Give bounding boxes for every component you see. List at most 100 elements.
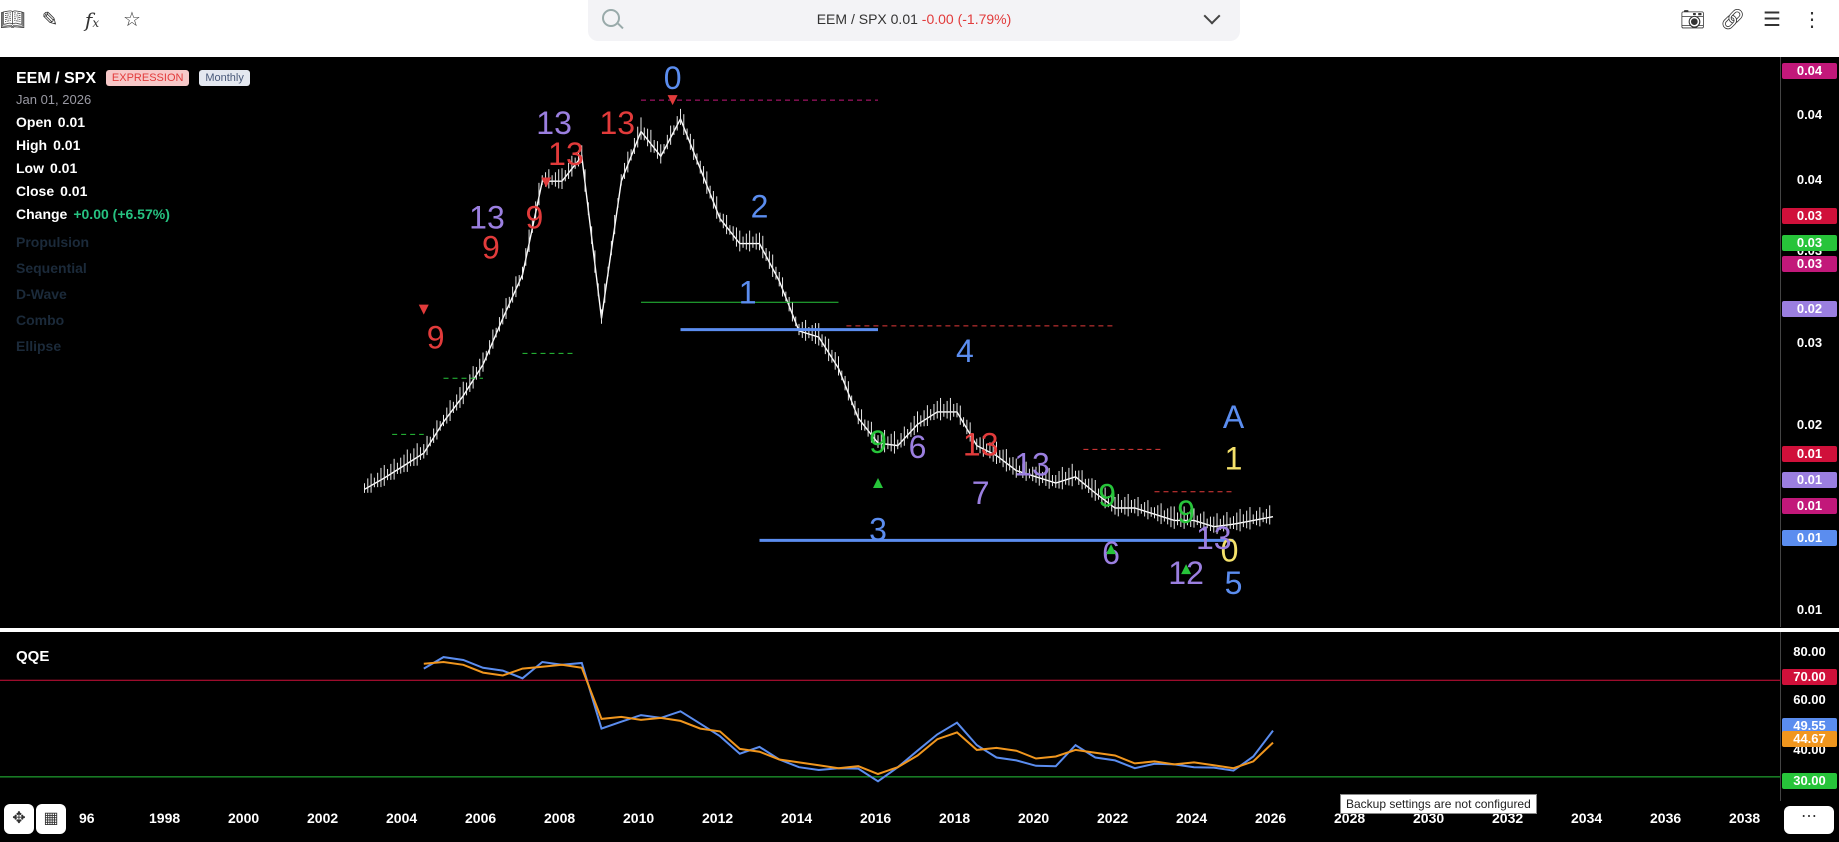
ticker-summary: EEM / SPX 0.01 -0.00 (-1.79%) xyxy=(588,11,1240,27)
wave-label: 4 xyxy=(956,333,974,369)
signal-arrow xyxy=(667,95,678,106)
qqe-value-tag: 44.67 xyxy=(1782,731,1837,747)
qqe-title: QQE xyxy=(16,648,50,665)
price-tick-label: 0.03 xyxy=(1796,335,1823,350)
wave-label: 9 xyxy=(1177,494,1195,530)
open-value: 0.01 xyxy=(57,114,86,130)
study-propulsion[interactable]: Propulsion xyxy=(16,234,90,250)
ticker-change: -0.00 xyxy=(921,11,954,27)
wave-label: 13 xyxy=(548,136,584,172)
signal-arrow xyxy=(541,177,552,188)
change-value: +0.00 (+6.57%) xyxy=(73,206,170,222)
time-tick-label: 1998 xyxy=(149,810,181,826)
link-icon[interactable]: 🔗︎ xyxy=(1720,9,1746,31)
calendar-icon[interactable]: ▦ xyxy=(36,804,66,834)
wave-label: 13 xyxy=(600,105,636,141)
wave-label: 13 xyxy=(1014,447,1050,483)
price-tick-label: 0.04 xyxy=(1796,107,1823,122)
move-icon[interactable]: ✥ xyxy=(4,804,34,834)
study-d-wave[interactable]: D-Wave xyxy=(16,286,67,302)
legend-change: Change +0.00 (+6.57%) xyxy=(16,206,250,222)
wave-label: 13 xyxy=(536,105,572,141)
low-value: 0.01 xyxy=(50,160,78,176)
price-line xyxy=(364,117,1274,528)
study-sequential[interactable]: Sequential xyxy=(16,260,87,276)
price-tick-label: 0.02 xyxy=(1796,417,1823,432)
qqe-axis[interactable]: 80.00 60.00 40.00 70.00 30.00 49.55 44.67 xyxy=(1780,632,1839,801)
time-tick-label: 2010 xyxy=(623,810,655,826)
signal-arrow xyxy=(1106,544,1117,555)
wave-label: A xyxy=(1223,399,1245,435)
symbol-search[interactable]: EEM / SPX 0.01 -0.00 (-1.79%) xyxy=(588,0,1240,41)
legend-high: High 0.01 xyxy=(16,137,250,153)
star-icon[interactable]: ☆ xyxy=(123,9,141,31)
expression-badge: EXPRESSION xyxy=(105,70,190,86)
ticker-symbol: EEM / SPX xyxy=(816,11,887,27)
wave-label: 9 xyxy=(482,230,500,266)
more-horizontal-icon[interactable]: ⋯ xyxy=(1784,806,1834,834)
time-tick-label: 2000 xyxy=(228,810,260,826)
signal-arrow xyxy=(873,478,883,489)
ticker-change-pct: (-1.79%) xyxy=(957,11,1012,27)
interval-badge[interactable]: Monthly xyxy=(199,70,250,86)
more-vertical-icon[interactable]: ⋮ xyxy=(1802,9,1822,31)
qqe-value-tag: 49.55 xyxy=(1782,718,1837,734)
price-chart[interactable]: 021345A101313131399913139996761213 xyxy=(0,57,1780,627)
wave-label: 9 xyxy=(525,200,543,236)
layers-icon[interactable]: ☰ xyxy=(1763,9,1781,31)
wave-label: 1 xyxy=(739,274,757,310)
qqe-tick-label: 60.00 xyxy=(1793,692,1826,707)
price-tag: 0.01 xyxy=(1782,446,1837,462)
price-tag: 0.02 xyxy=(1782,301,1837,317)
price-tag: 0.01 xyxy=(1782,530,1837,546)
wave-label: 3 xyxy=(869,511,887,547)
time-tick-label: 2014 xyxy=(781,810,813,826)
low-label: Low xyxy=(16,160,44,176)
time-axis[interactable]: 96 1998 2000 2002 2004 2006 2008 2010 2012 2014 20… xyxy=(0,801,1839,842)
qqe-tick-label: 80.00 xyxy=(1793,644,1826,659)
qqe-pane[interactable] xyxy=(0,632,1780,801)
time-tick-label: 2004 xyxy=(386,810,418,826)
wave-label: 5 xyxy=(1225,565,1243,601)
time-tick-label: 2024 xyxy=(1176,810,1208,826)
time-tick-label: 2022 xyxy=(1097,810,1129,826)
change-label: Change xyxy=(16,206,68,222)
ticker-price: 0.01 xyxy=(890,11,918,27)
camera-icon[interactable]: 📷︎ xyxy=(1680,9,1706,31)
wave-label: 1 xyxy=(1225,440,1243,476)
price-tag: 0.03 xyxy=(1782,235,1837,251)
time-tick-label: 2030 xyxy=(1413,810,1445,826)
wave-label: 6 xyxy=(909,429,927,465)
price-tag: 0.03 xyxy=(1782,256,1837,272)
wave-label: 0 xyxy=(1221,533,1239,569)
time-tick-label: 2012 xyxy=(702,810,734,826)
legend: EEM / SPX EXPRESSION Monthly Jan 01, 202… xyxy=(16,70,250,354)
time-tick-label: 2028 xyxy=(1334,810,1366,826)
wave-label: 7 xyxy=(972,475,990,511)
time-tick-label: 2020 xyxy=(1018,810,1050,826)
close-value: 0.01 xyxy=(60,183,88,199)
time-tick-label: 2016 xyxy=(860,810,892,826)
time-tick-label: 2036 xyxy=(1650,810,1682,826)
wave-label: 13 xyxy=(963,427,999,463)
study-combo[interactable]: Combo xyxy=(16,312,65,328)
book-icon[interactable]: 📖︎ xyxy=(0,9,26,31)
time-tick-label: 2002 xyxy=(307,810,339,826)
time-tick-label: 2006 xyxy=(465,810,497,826)
price-axis[interactable]: 0.04 0.04 0.03 0.03 0.02 0.02 0.01 0.04 0.03 0.03… xyxy=(1780,57,1839,627)
legend-date: Jan 01, 2026 xyxy=(16,92,92,107)
search-icon xyxy=(602,9,620,27)
wave-label: 13 xyxy=(1196,520,1232,556)
price-tag: 0.01 xyxy=(1782,472,1837,488)
time-tick-label: 2034 xyxy=(1571,810,1603,826)
price-tick-label: 0.01 xyxy=(1796,602,1823,617)
study-ellipse[interactable]: Ellipse xyxy=(16,338,62,354)
price-tick-label: 0.04 xyxy=(1796,172,1823,187)
pencil-icon[interactable]: ✎ xyxy=(41,9,59,31)
price-tag: 0.01 xyxy=(1782,498,1837,514)
pane-divider[interactable] xyxy=(0,628,1839,632)
time-tick-label: 2018 xyxy=(939,810,971,826)
legend-symbol: EEM / SPX xyxy=(16,70,97,87)
open-label: Open xyxy=(16,114,52,130)
function-icon[interactable]: fx xyxy=(84,8,100,32)
